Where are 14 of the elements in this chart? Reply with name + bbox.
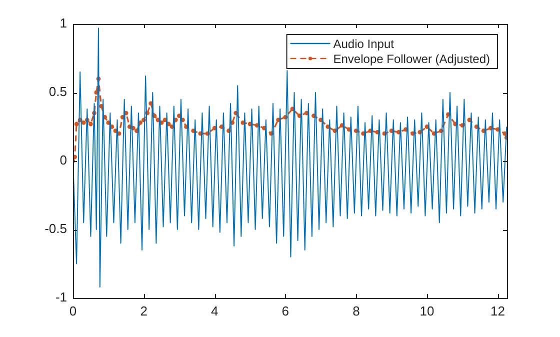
x-tick-label: 2 — [140, 303, 148, 318]
x-tick-label: 0 — [69, 303, 77, 318]
y-tick-label: -1 — [55, 290, 67, 305]
y-tick-label: 0.5 — [48, 84, 67, 100]
x-tick-label: 4 — [210, 303, 218, 318]
y-tick-label: 0 — [60, 152, 67, 168]
legend-label: Envelope Follower (Adjusted) — [333, 52, 490, 66]
x-tick-label: 10 — [420, 303, 434, 318]
y-tick-label: 1 — [60, 16, 67, 31]
legend-label: Audio Input — [333, 36, 395, 51]
x-tick-label: 8 — [352, 303, 360, 318]
x-tick-label: 6 — [282, 303, 290, 318]
y-tick-label: -0.5 — [44, 221, 67, 236]
x-tick-label: 12 — [490, 303, 506, 318]
